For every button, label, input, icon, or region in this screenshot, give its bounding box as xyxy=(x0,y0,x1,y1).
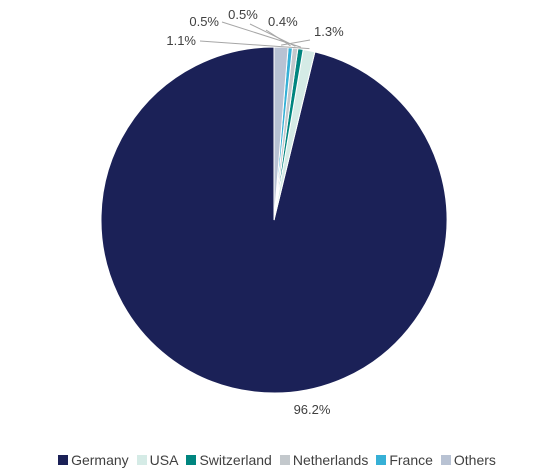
legend-label-switzerland: Switzerland xyxy=(199,452,272,468)
leader-line-netherlands xyxy=(249,23,296,47)
data-label-switzerland: 0.5% xyxy=(189,14,219,29)
pie-plot-area: 96.2% 1.1% 0.5% 0.5% 0.4% 1.3% xyxy=(100,7,448,417)
data-label-germany: 96.2% xyxy=(294,402,331,417)
legend-swatch-others xyxy=(440,455,451,465)
legend-swatch-germany xyxy=(58,455,69,465)
data-label-france: 0.4% xyxy=(268,14,298,29)
leader-line-france xyxy=(265,29,291,47)
legend-label-germany: Germany xyxy=(71,452,129,468)
legend-swatch-netherlands xyxy=(279,455,290,465)
legend-swatch-switzerland xyxy=(186,455,197,465)
legend-item-switzerland: Switzerland xyxy=(186,452,272,468)
legend-item-usa: USA xyxy=(136,452,179,468)
legend-label-usa: USA xyxy=(149,452,179,468)
data-label-others: 1.3% xyxy=(314,24,344,39)
legend-item-others: Others xyxy=(440,452,496,468)
legend-item-france: France xyxy=(376,452,433,468)
leader-line-others xyxy=(281,39,311,46)
leader-line-usa xyxy=(199,40,310,50)
legend-swatch-usa xyxy=(136,455,147,465)
chart-legend: Germany USA Switzerland Netherlands France Ot… xyxy=(0,451,554,469)
legend-item-netherlands: Netherlands xyxy=(279,452,369,468)
legend-label-france: France xyxy=(389,452,433,468)
legend-label-others: Others xyxy=(453,452,496,468)
data-label-usa: 1.1% xyxy=(166,33,196,48)
data-label-netherlands: 0.5% xyxy=(228,7,258,22)
legend-swatch-france xyxy=(376,455,387,465)
legend-item-germany: Germany xyxy=(58,452,129,468)
legend-label-netherlands: Netherlands xyxy=(292,452,369,468)
